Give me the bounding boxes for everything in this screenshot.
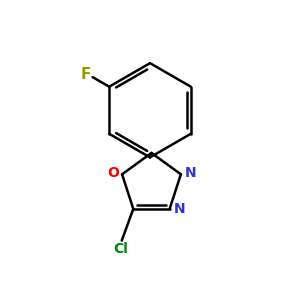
Text: N: N (173, 202, 185, 216)
Text: N: N (184, 166, 196, 180)
Text: F: F (81, 67, 92, 82)
Text: O: O (107, 166, 119, 180)
Text: Cl: Cl (113, 242, 128, 256)
